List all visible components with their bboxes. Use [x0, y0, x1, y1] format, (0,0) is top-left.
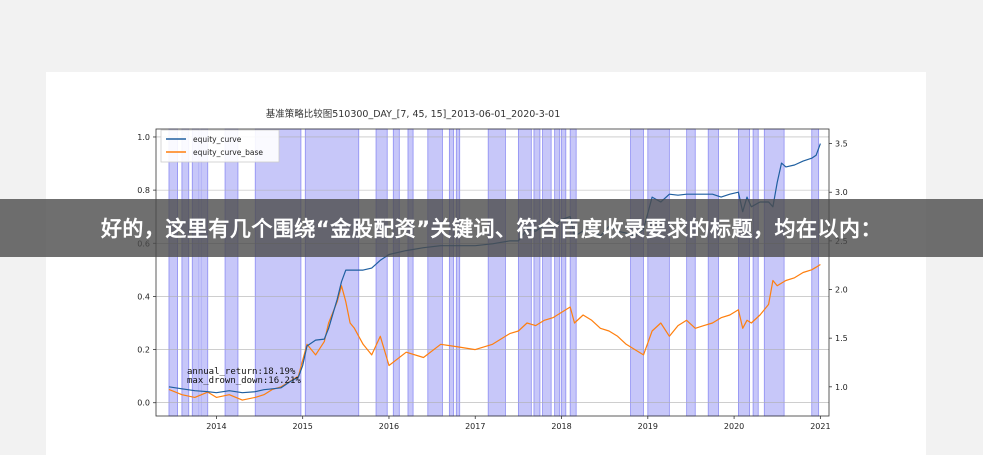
x-tick-label: 2020 — [724, 422, 744, 431]
legend-box — [160, 129, 280, 163]
y-left-tick-label: 1.0 — [137, 133, 150, 142]
position-span — [569, 128, 577, 417]
position-span — [554, 128, 561, 417]
position-span — [427, 128, 443, 417]
position-span — [455, 128, 461, 417]
y-right-tick-label: 1.0 — [835, 383, 848, 392]
x-tick-label: 2015 — [292, 422, 312, 431]
x-tick-label: 2016 — [379, 422, 399, 431]
position-span — [392, 128, 400, 417]
position-span — [707, 128, 719, 417]
annotation-max-drawdown: max_drown_down:16.21% — [187, 376, 301, 386]
chart: 基准策略比较图510300_DAY_[7, 45, 15]_2013-06-01… — [137, 108, 848, 431]
plot-frame — [155, 128, 830, 417]
x-tick-label: 2018 — [551, 422, 571, 431]
y-right-tick-label: 1.5 — [835, 334, 848, 343]
position-span — [752, 128, 759, 417]
position-span — [407, 128, 414, 417]
position-span — [304, 128, 360, 417]
x-tick-label: 2017 — [465, 422, 485, 431]
legend-label-equity-curve: equity_curve — [193, 135, 242, 144]
caption-banner: 好的，这里有几个围绕“金股配资”关键词、符合百度收录要求的标题，均在以内： — [0, 199, 983, 257]
y-left-tick-label: 0.4 — [137, 292, 150, 301]
position-span — [738, 128, 751, 417]
y-left-tick-label: 0.8 — [137, 186, 150, 195]
x-tick-label: 2014 — [206, 422, 226, 431]
position-span — [630, 128, 644, 417]
position-span — [561, 128, 567, 417]
position-span — [686, 128, 696, 417]
y-left-tick-label: 0.0 — [137, 399, 150, 408]
annotation-annual-return: annual_return:18.19% — [187, 367, 296, 377]
chart-title: 基准策略比较图510300_DAY_[7, 45, 15]_2013-06-01… — [266, 108, 561, 120]
series-line-equity-curve-base — [168, 263, 821, 401]
position-span — [517, 128, 532, 417]
position-span — [533, 128, 541, 417]
x-tick-label: 2021 — [810, 422, 830, 431]
position-span — [647, 128, 670, 417]
position-span — [542, 128, 552, 417]
banner-text: 好的，这里有几个围绕“金股配资”关键词、符合百度收录要求的标题，均在以内： — [100, 217, 883, 241]
position-span — [168, 128, 178, 417]
position-span — [487, 128, 506, 417]
position-span — [448, 128, 455, 417]
y-right-tick-label: 2.0 — [835, 286, 848, 295]
y-right-tick-label: 3.5 — [835, 140, 848, 149]
chart-card: 基准策略比较图510300_DAY_[7, 45, 15]_2013-06-01… — [46, 72, 926, 455]
y-right-tick-label: 3.0 — [835, 188, 848, 197]
position-span — [375, 128, 388, 417]
legend-label-equity-curve-base: equity_curve_base — [193, 148, 263, 157]
legend: equity_curve equity_curve_base — [160, 129, 280, 163]
position-span — [763, 128, 785, 417]
x-tick-label: 2019 — [638, 422, 658, 431]
y-left-tick-label: 0.2 — [137, 346, 150, 355]
position-span — [811, 128, 820, 417]
